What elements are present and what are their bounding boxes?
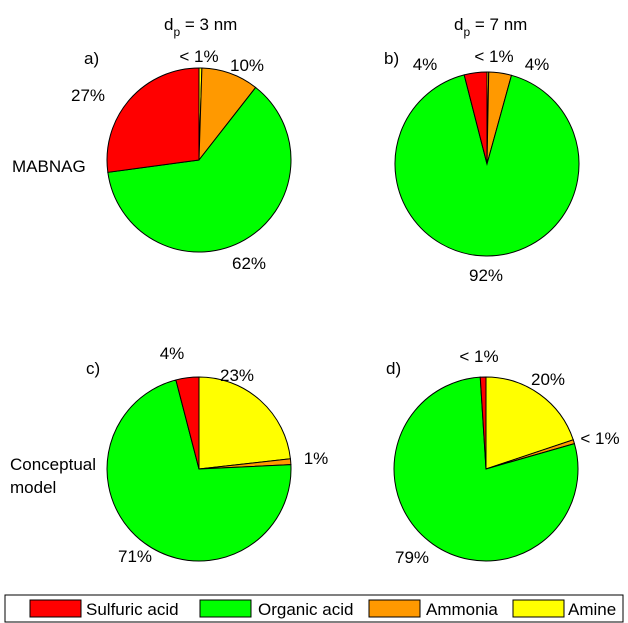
slice-label-sulfuric-acid: 4% (160, 344, 185, 363)
slice-label-sulfuric-acid: 4% (413, 55, 438, 74)
slice-label-ammonia: 4% (525, 55, 550, 74)
legend: Sulfuric acid Organic acid Ammonia Amine (4, 594, 624, 623)
panel-tag: c) (86, 359, 100, 378)
slice-label-amine: < 1% (474, 47, 513, 66)
slice-label-organic-acid: 92% (469, 266, 503, 285)
legend-label-organic-acid: Organic acid (258, 600, 353, 619)
slice-label-sulfuric-acid: 27% (71, 86, 105, 105)
row-label-conceptual: Conceptual (10, 455, 96, 474)
slice-label-organic-acid: 62% (232, 254, 266, 273)
panel-tag: a) (84, 49, 99, 68)
slice-label-sulfuric-acid: < 1% (459, 347, 498, 366)
pie-slice-organic-acid (393, 376, 579, 562)
header-d: d (454, 15, 463, 34)
legend-label-amine: Amine (568, 600, 616, 619)
slice-label-organic-acid: 71% (118, 547, 152, 566)
pie-slice-organic-acid (106, 379, 292, 562)
pie-slice-organic-acid (394, 74, 580, 257)
legend-label-sulfuric-acid: Sulfuric acid (86, 600, 179, 619)
pie-slice-sulfuric-acid (175, 376, 200, 470)
slice-label-amine: 20% (531, 370, 565, 389)
header-subscript: p (463, 25, 470, 39)
slice-label-ammonia: 1% (304, 449, 329, 468)
legend-swatch-amine (512, 599, 565, 618)
column-header-7nm: dp = 7 nm (454, 15, 527, 39)
slice-label-amine: < 1% (179, 47, 218, 66)
legend-swatch-ammonia (368, 599, 421, 618)
panel-tag: b) (384, 49, 399, 68)
slice-label-organic-acid: 79% (395, 548, 429, 567)
legend-swatch-sulfuric-acid (29, 599, 82, 618)
header-subscript: p (173, 25, 180, 39)
pie-panel-b: b) 4% 92% 4% < 1% (384, 47, 580, 285)
column-header-3nm: dp = 3 nm (164, 15, 237, 39)
pie-slice-sulfuric-acid (106, 67, 200, 173)
pie-panel-a: a) 27% 62% 10% < 1% (71, 47, 292, 273)
slice-label-amine: 23% (220, 366, 254, 385)
row-label-model: model (10, 478, 56, 497)
pie-slice-amine (485, 376, 574, 470)
legend-swatch-organic-acid (199, 599, 252, 618)
pie-panel-d: d) < 1% 79% < 1% 20% (386, 347, 620, 567)
pie-slice-sulfuric-acid (463, 71, 488, 165)
pie-slice-organic-acid (107, 86, 292, 253)
pie-slice-amine (198, 376, 291, 470)
legend-label-ammonia: Ammonia (426, 600, 498, 619)
header-d: d (164, 15, 173, 34)
row-label-mabnag: MABNAG (12, 157, 86, 176)
pie-slice-sulfuric-acid (479, 376, 487, 470)
pie-panel-c: c) 4% 71% 1% 23% (86, 344, 328, 566)
slice-label-ammonia: < 1% (580, 429, 619, 448)
header-rest: = 7 nm (470, 15, 527, 34)
slice-label-ammonia: 10% (230, 56, 264, 75)
panel-tag: d) (386, 359, 401, 378)
header-rest: = 3 nm (180, 15, 237, 34)
